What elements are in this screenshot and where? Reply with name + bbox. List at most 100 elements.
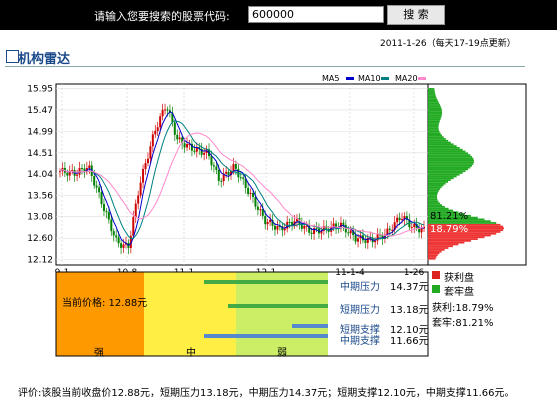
candle-body	[342, 222, 345, 225]
distribution-bar	[428, 136, 444, 139]
distribution-bar	[428, 250, 442, 253]
candle-body	[71, 170, 74, 172]
candle-body	[176, 134, 179, 140]
distribution-bar	[428, 138, 446, 140]
candle-body	[225, 171, 228, 174]
candle-body	[186, 143, 189, 148]
zone-weak-label: 弱	[277, 348, 287, 359]
candle-body	[303, 225, 306, 229]
candle-body	[120, 243, 123, 248]
distribution-bar	[428, 166, 471, 169]
short-pressure-label: 短期压力	[340, 305, 380, 316]
zone-mid	[144, 272, 236, 356]
loss-pct-label: 18.79%	[430, 224, 469, 235]
distribution-bar	[428, 129, 439, 131]
candle-body	[68, 170, 71, 176]
y-tick-label: 12.12	[27, 256, 53, 266]
candle-body	[234, 164, 237, 169]
distribution-bar	[428, 125, 439, 128]
trapped-swatch	[432, 285, 440, 293]
candle-body	[261, 209, 264, 216]
candle-body	[398, 217, 401, 221]
candle-body	[149, 146, 152, 159]
mid-support-label: 中期支撑	[340, 336, 380, 347]
legend-ma10: MA10	[358, 74, 381, 83]
distribution-bar	[428, 182, 446, 185]
distribution-bar	[428, 143, 454, 146]
distribution-bar	[428, 121, 440, 124]
distribution-bar	[428, 227, 505, 230]
candle-body	[244, 178, 247, 188]
short-support-value: 12.10元	[390, 325, 429, 336]
candle-body	[193, 150, 196, 152]
distribution-bar	[428, 245, 453, 248]
candle-body	[215, 166, 218, 170]
mid-support-value: 11.66元	[390, 336, 429, 347]
current-price: 当前价格: 12.88元	[62, 298, 148, 309]
distribution-bar	[428, 88, 435, 90]
stock-code-input[interactable]	[248, 6, 384, 23]
candle-body	[364, 240, 367, 243]
candle-body	[366, 238, 369, 243]
distribution-bar	[428, 207, 449, 210]
candle-body	[178, 137, 181, 140]
short-pressure-value: 13.18元	[390, 305, 429, 316]
candle-body	[181, 137, 184, 144]
search-label: 请输入您要搜索的股票代码:	[94, 10, 230, 23]
distribution-bar	[428, 216, 478, 219]
candle-body	[173, 122, 176, 135]
candle-body	[227, 171, 230, 175]
update-time: 2011-1-26（每天17-19点更新）	[380, 39, 516, 49]
candle-body	[232, 164, 235, 172]
distribution-bar	[428, 186, 442, 189]
distribution-bar	[428, 130, 440, 133]
distribution-bar	[428, 172, 463, 174]
chip-distribution	[428, 88, 505, 260]
distribution-bar	[428, 170, 466, 173]
distribution-bar	[428, 173, 460, 176]
search-button[interactable]: 搜 索	[387, 5, 445, 25]
distribution-bar	[428, 223, 501, 226]
candle-body	[100, 192, 103, 205]
distribution-bar	[428, 147, 460, 149]
candle-body	[171, 112, 174, 123]
distribution-bar	[428, 209, 454, 212]
zone-mid-label: 中	[186, 348, 196, 359]
y-tick-label: 15.95	[27, 84, 53, 94]
candle-body	[315, 228, 318, 230]
distribution-bar	[428, 152, 469, 155]
candle-body	[200, 149, 203, 155]
candle-body	[381, 235, 384, 239]
candle-body	[266, 222, 269, 225]
distribution-bar	[428, 191, 438, 194]
candle-body	[254, 196, 257, 207]
candle-body	[93, 176, 96, 186]
short-support-bar	[292, 324, 328, 328]
zone-strong	[56, 272, 144, 356]
candle-body	[144, 163, 147, 170]
distribution-bar	[428, 225, 504, 228]
distribution-bar	[428, 150, 466, 153]
legend-ma20: MA20	[395, 74, 418, 83]
candle-body	[95, 185, 98, 188]
profit-pct-label: 81.21%	[430, 211, 469, 222]
distribution-bar	[428, 118, 441, 121]
candle-body	[386, 228, 389, 235]
candle-body	[349, 230, 352, 234]
distribution-bar	[428, 134, 442, 137]
candle-body	[146, 158, 149, 164]
candle-body	[166, 109, 169, 111]
distribution-bar	[428, 179, 451, 181]
candle-body	[212, 165, 215, 167]
distribution-bar	[428, 189, 439, 192]
candle-body	[322, 225, 325, 231]
candle-body	[281, 226, 284, 231]
distribution-bar	[428, 247, 449, 249]
candle-body	[164, 109, 167, 111]
distribution-bar	[428, 243, 459, 246]
candle-body	[308, 225, 311, 233]
distribution-bar	[428, 109, 442, 112]
distribution-bar	[428, 127, 439, 130]
distribution-bar	[428, 238, 478, 240]
candle-body	[310, 232, 313, 234]
